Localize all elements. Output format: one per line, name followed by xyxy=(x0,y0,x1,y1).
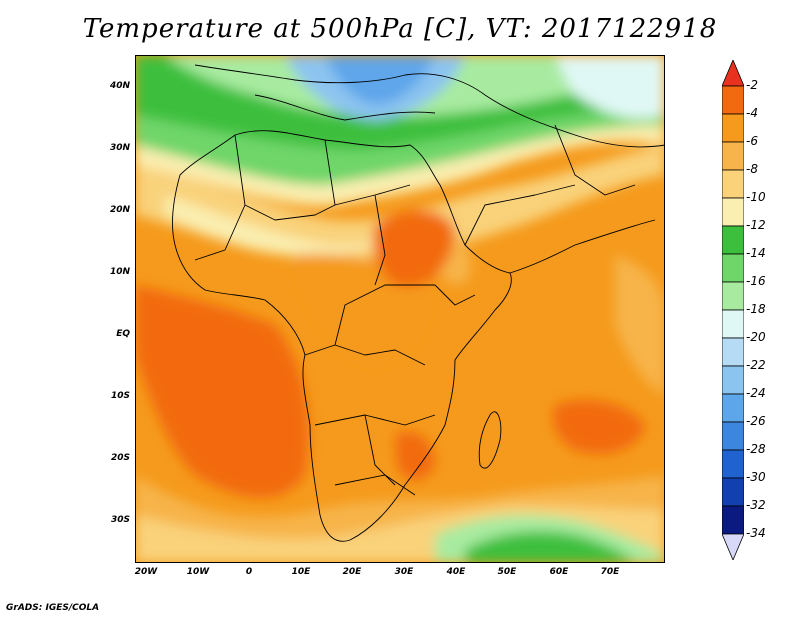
colorbar-label: -32 xyxy=(746,498,766,512)
colorbar-segment xyxy=(722,449,744,479)
colorbar-label: -2 xyxy=(746,78,758,92)
lon-label-20e: 20E xyxy=(342,567,362,577)
colorbar-label: -30 xyxy=(746,470,766,484)
lon-label-70e: 70E xyxy=(600,567,620,577)
lon-label-20w: 20W xyxy=(134,567,158,577)
map-title: Temperature at 500hPa [C], VT: 201712291… xyxy=(82,14,718,44)
lat-label-30s: 30S xyxy=(110,515,130,525)
lon-label-10e: 10E xyxy=(291,567,311,577)
colorbar-segment xyxy=(722,225,744,255)
lat-label-10s: 10S xyxy=(110,391,130,401)
lon-label-60e: 60E xyxy=(549,567,569,577)
footer-credit: GrADS: IGES/COLA xyxy=(6,603,100,613)
colorbar-label: -16 xyxy=(746,274,766,288)
colorbar-label: -24 xyxy=(746,386,766,400)
colorbar-top-triangle xyxy=(722,60,744,87)
lon-label-10w: 10W xyxy=(186,567,210,577)
colorbar-label: -18 xyxy=(746,302,766,316)
colorbar-segment xyxy=(722,141,744,171)
colorbar xyxy=(722,60,744,560)
colorbar-label: -6 xyxy=(746,134,758,148)
colorbar-label: -22 xyxy=(746,358,766,372)
lat-label-20s: 20S xyxy=(110,453,130,463)
colorbar-label: -28 xyxy=(746,442,766,456)
colorbar-segment xyxy=(722,253,744,283)
temperature-map xyxy=(135,55,665,563)
lat-label-eq: EQ xyxy=(116,329,130,339)
colorbar-segment xyxy=(722,505,744,535)
colorbar-segment xyxy=(722,393,744,423)
colorbar-label: -12 xyxy=(746,218,766,232)
lon-label-0: 0 xyxy=(245,567,253,577)
colorbar-segment xyxy=(722,85,744,115)
colorbar-segment xyxy=(722,309,744,339)
colorbar-segment xyxy=(722,197,744,227)
colorbar-label: -14 xyxy=(746,246,766,260)
lon-label-30e: 30E xyxy=(394,567,414,577)
colorbar-label: -34 xyxy=(746,526,766,540)
lat-label-40n: 40N xyxy=(109,81,130,91)
lon-label-50e: 50E xyxy=(497,567,517,577)
colorbar-segment xyxy=(722,477,744,507)
colorbar-segment xyxy=(722,169,744,199)
colorbar-segment xyxy=(722,281,744,311)
colorbar-label: -20 xyxy=(746,330,766,344)
lat-label-30n: 30N xyxy=(109,143,130,153)
colorbar-label: -10 xyxy=(746,190,766,204)
colorbar-bottom-triangle xyxy=(722,533,744,560)
colorbar-segment xyxy=(722,113,744,143)
colorbar-label: -26 xyxy=(746,414,766,428)
colorbar-label: -4 xyxy=(746,106,758,120)
lon-label-40e: 40E xyxy=(446,567,466,577)
colorbar-label: -8 xyxy=(746,162,758,176)
colorbar-segment xyxy=(722,365,744,395)
colorbar-segment xyxy=(722,421,744,451)
lat-label-20n: 20N xyxy=(109,205,130,215)
lat-label-10n: 10N xyxy=(109,267,130,277)
colorbar-segment xyxy=(722,337,744,367)
